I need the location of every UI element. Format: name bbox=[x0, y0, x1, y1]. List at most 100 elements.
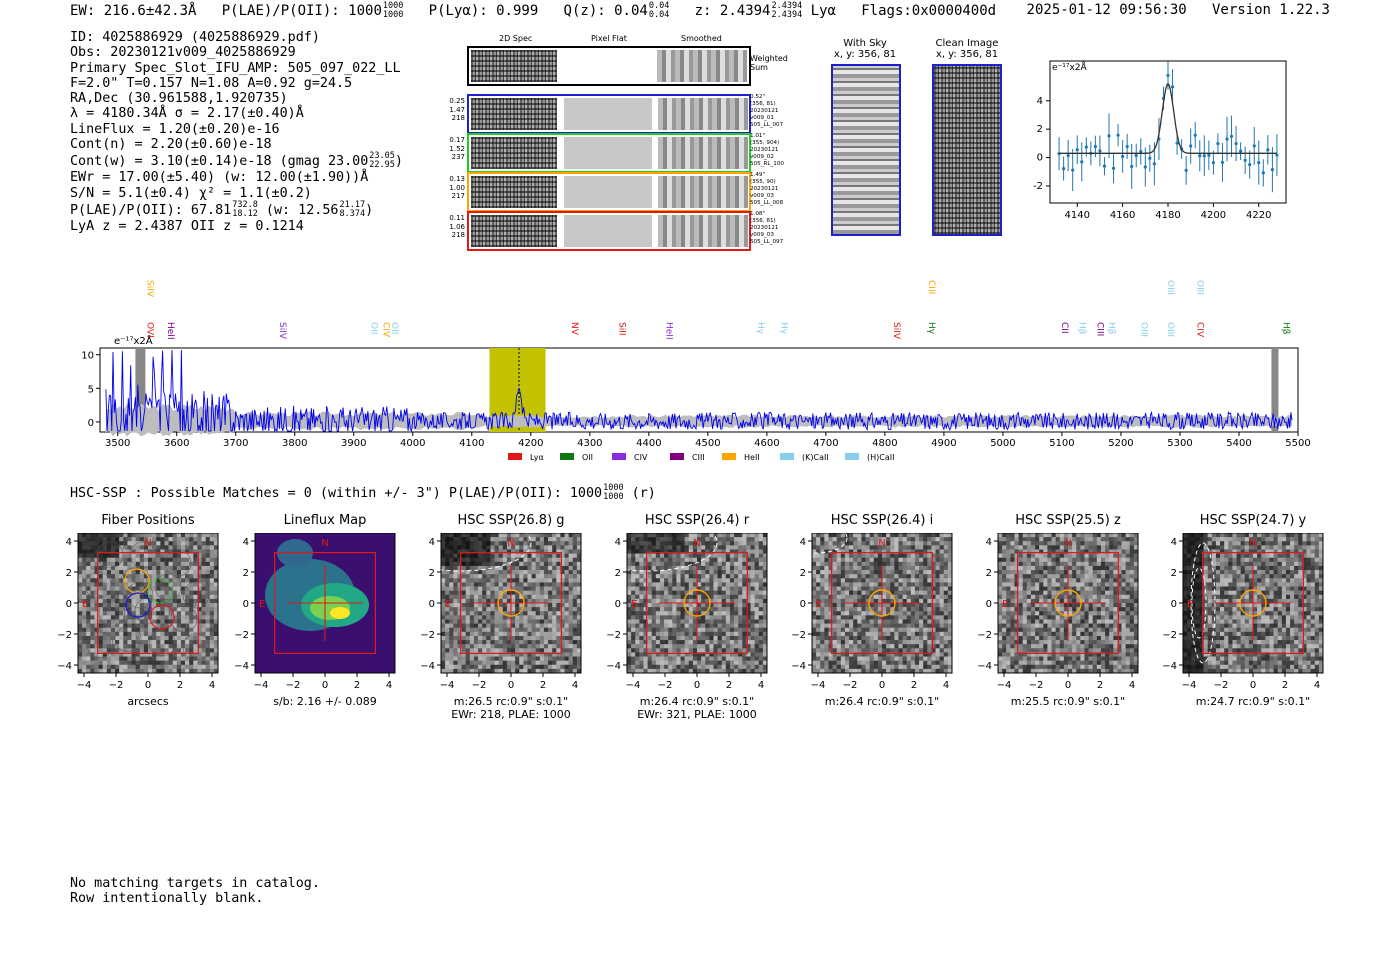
hsc-ytick-label: 0 bbox=[66, 599, 72, 610]
header-smoothed: Smoothed bbox=[681, 34, 722, 43]
compass-north: N bbox=[878, 538, 885, 549]
hsc-header: HSC-SSP : Possible Matches = 0 (within +… bbox=[70, 483, 656, 502]
legend-label: HeII bbox=[744, 453, 760, 462]
chip-gap-right bbox=[1271, 348, 1279, 432]
version: Version 1.22.3 bbox=[1211, 2, 1330, 18]
legend-swatch bbox=[560, 453, 574, 460]
legend-label: CIII bbox=[692, 453, 705, 462]
hsc-panel-title: Fiber Positions bbox=[101, 513, 195, 528]
info-primary: Primary Spec_Slot_IFU_AMP: 505_097_022_L… bbox=[70, 60, 401, 76]
emission-line-label: SiIV bbox=[891, 322, 901, 340]
hsc-ytick-label: 2 bbox=[243, 568, 249, 579]
hsc-ytick-label: −2 bbox=[977, 630, 992, 641]
hsc-panel-title: HSC SSP(24.7) y bbox=[1199, 513, 1307, 528]
zoom-point bbox=[1275, 153, 1279, 157]
zoom-point bbox=[1166, 73, 1170, 77]
hsc-xtick-label: −4 bbox=[254, 680, 269, 691]
zoom-point bbox=[1093, 144, 1097, 149]
hsc-panel-fibers: N E −4 −2 0 2 4 4 2 0 −2 −4 bbox=[57, 533, 219, 691]
spectrum-xtick-label: 5000 bbox=[990, 438, 1015, 449]
aperture-box bbox=[645, 552, 749, 655]
hsc-ytick-label: 4 bbox=[800, 537, 806, 548]
zoom-point bbox=[1062, 166, 1066, 171]
compass-east: E bbox=[631, 599, 637, 610]
aperture-circle bbox=[1054, 589, 1082, 617]
with-sky-title: With Sky x, y: 356, 81 bbox=[833, 38, 897, 60]
hsc-xtick-label: 0 bbox=[694, 680, 700, 691]
legend-swatch bbox=[612, 453, 626, 460]
zoom-point bbox=[1270, 168, 1274, 172]
zoom-point bbox=[1220, 160, 1225, 165]
hsc-panel-caption: m:26.4 rc:0.9" s:0.1" EWr: 321, PLAE: 100… bbox=[637, 695, 757, 721]
zoom-fit-line bbox=[1059, 82, 1277, 154]
aperture-circle bbox=[497, 589, 525, 617]
spectrum-ytick-label: 10 bbox=[81, 351, 94, 362]
info-radec: RA,Dec (30.961588,1.920735) bbox=[70, 91, 288, 107]
top-summary-line: EW: 216.6±42.3Å P(LAE)/P(OII): 1000 1000 1… bbox=[70, 1, 997, 20]
zoom-point bbox=[1257, 160, 1261, 165]
hsc-xtick-label: 2 bbox=[1097, 680, 1103, 691]
hsc-panel-title: HSC SSP(25.5) z bbox=[1015, 513, 1121, 528]
spectrum-xtick-label: 3900 bbox=[341, 438, 366, 449]
hsc-xtick-label: 0 bbox=[879, 680, 885, 691]
zoom-point bbox=[1175, 141, 1179, 145]
hsc-ytick-label: 0 bbox=[429, 599, 435, 610]
zoom-point bbox=[1211, 161, 1215, 165]
cutout-row-4-info: 1.08" (356, 81) 20230121 v009_03 505_LL_097 bbox=[750, 211, 784, 245]
emission-line-label: Hβ bbox=[1106, 322, 1116, 335]
emission-line-label: HeII bbox=[664, 322, 674, 340]
zoom-point bbox=[1111, 166, 1116, 170]
hsc-xtick-label: 2 bbox=[354, 680, 360, 691]
compass-north: N bbox=[1064, 538, 1071, 549]
emission-line-label: OII bbox=[369, 322, 379, 334]
spectrum-xtick-label: 4200 bbox=[518, 438, 543, 449]
hsc-panel-caption: arcsecs bbox=[127, 695, 169, 708]
aperture-box bbox=[830, 552, 934, 655]
hsc-panel-hsc: N E −4 −2 0 2 4 4 2 0 −2 −4 bbox=[415, 533, 582, 691]
hsc-ytick-label: −2 bbox=[791, 630, 806, 641]
hsc-ytick-label: −2 bbox=[1162, 630, 1177, 641]
hsc-xtick-label: 2 bbox=[911, 680, 917, 691]
hsc-ytick-label: −2 bbox=[234, 630, 249, 641]
aperture-box bbox=[459, 552, 563, 655]
cutout-row-3-info: 1.49" (355, 90) 20230121 v009_03 505_LL_008 bbox=[750, 172, 784, 206]
zoom-point bbox=[1261, 171, 1265, 175]
hsc-ytick-label: 2 bbox=[1171, 568, 1177, 579]
error-band bbox=[105, 403, 1293, 437]
hsc-ytick-label: −4 bbox=[234, 661, 249, 672]
zoom-ytick-label: 2 bbox=[1037, 124, 1043, 135]
legend-label: CIV bbox=[634, 453, 648, 462]
legend-label: (H)CaII bbox=[867, 453, 894, 462]
zoom-point bbox=[1248, 163, 1252, 167]
info-ewr: EWr = 17.00(±5.40) (w: 12.00(±1.90))Å bbox=[70, 170, 369, 186]
zoom-point bbox=[1193, 133, 1197, 137]
zoom-xtick-label: 4160 bbox=[1110, 210, 1135, 221]
info-redshifts: LyA z = 2.4387 OII z = 0.1214 bbox=[70, 218, 304, 234]
hsc-xtick-label: 2 bbox=[540, 680, 546, 691]
spectrum-unit-label: e⁻¹⁷x2Å bbox=[114, 334, 153, 347]
aperture-box bbox=[96, 552, 200, 655]
hsc-ytick-label: −4 bbox=[1162, 661, 1177, 672]
clean-image-title: Clean Image x, y: 356, 81 bbox=[935, 38, 999, 60]
hsc-xtick-label: 4 bbox=[758, 680, 764, 691]
hsc-ytick-label: −4 bbox=[57, 661, 72, 672]
chip-gap-left bbox=[135, 348, 146, 432]
hsc-xtick-label: 2 bbox=[1282, 680, 1288, 691]
hsc-panel-title: HSC SSP(26.8) g bbox=[457, 513, 565, 528]
hsc-panel-hsc: N E −4 −2 0 2 4 4 2 0 −2 −4 bbox=[977, 533, 1139, 691]
zoom-point bbox=[1139, 149, 1143, 154]
zoom-point bbox=[1152, 162, 1156, 166]
zoom-ytick-label: -2 bbox=[1033, 181, 1043, 192]
hsc-xtick-label: −2 bbox=[472, 680, 487, 691]
spectrum-ytick-label: 0 bbox=[88, 418, 94, 429]
hsc-ytick-label: 4 bbox=[986, 537, 992, 548]
cutout-row-2-stats: 0.17 1.52 237 bbox=[449, 136, 465, 161]
emission-line-label: OIII bbox=[1139, 322, 1149, 337]
hsc-panel-lineflux: N E −4 −2 0 2 4 4 2 0 −2 −4 bbox=[234, 533, 396, 691]
spectrum-xtick-label: 3500 bbox=[105, 438, 130, 449]
header-pixel-flat: Pixel Flat bbox=[591, 34, 627, 43]
emission-line-label: CII bbox=[1059, 322, 1069, 334]
zoom-point bbox=[1234, 141, 1238, 146]
info-sn: S/N = 5.1(±0.4) χ² = 1.1(±0.2) bbox=[70, 185, 312, 201]
qz-value: Q(z): 0.04 bbox=[563, 3, 648, 19]
